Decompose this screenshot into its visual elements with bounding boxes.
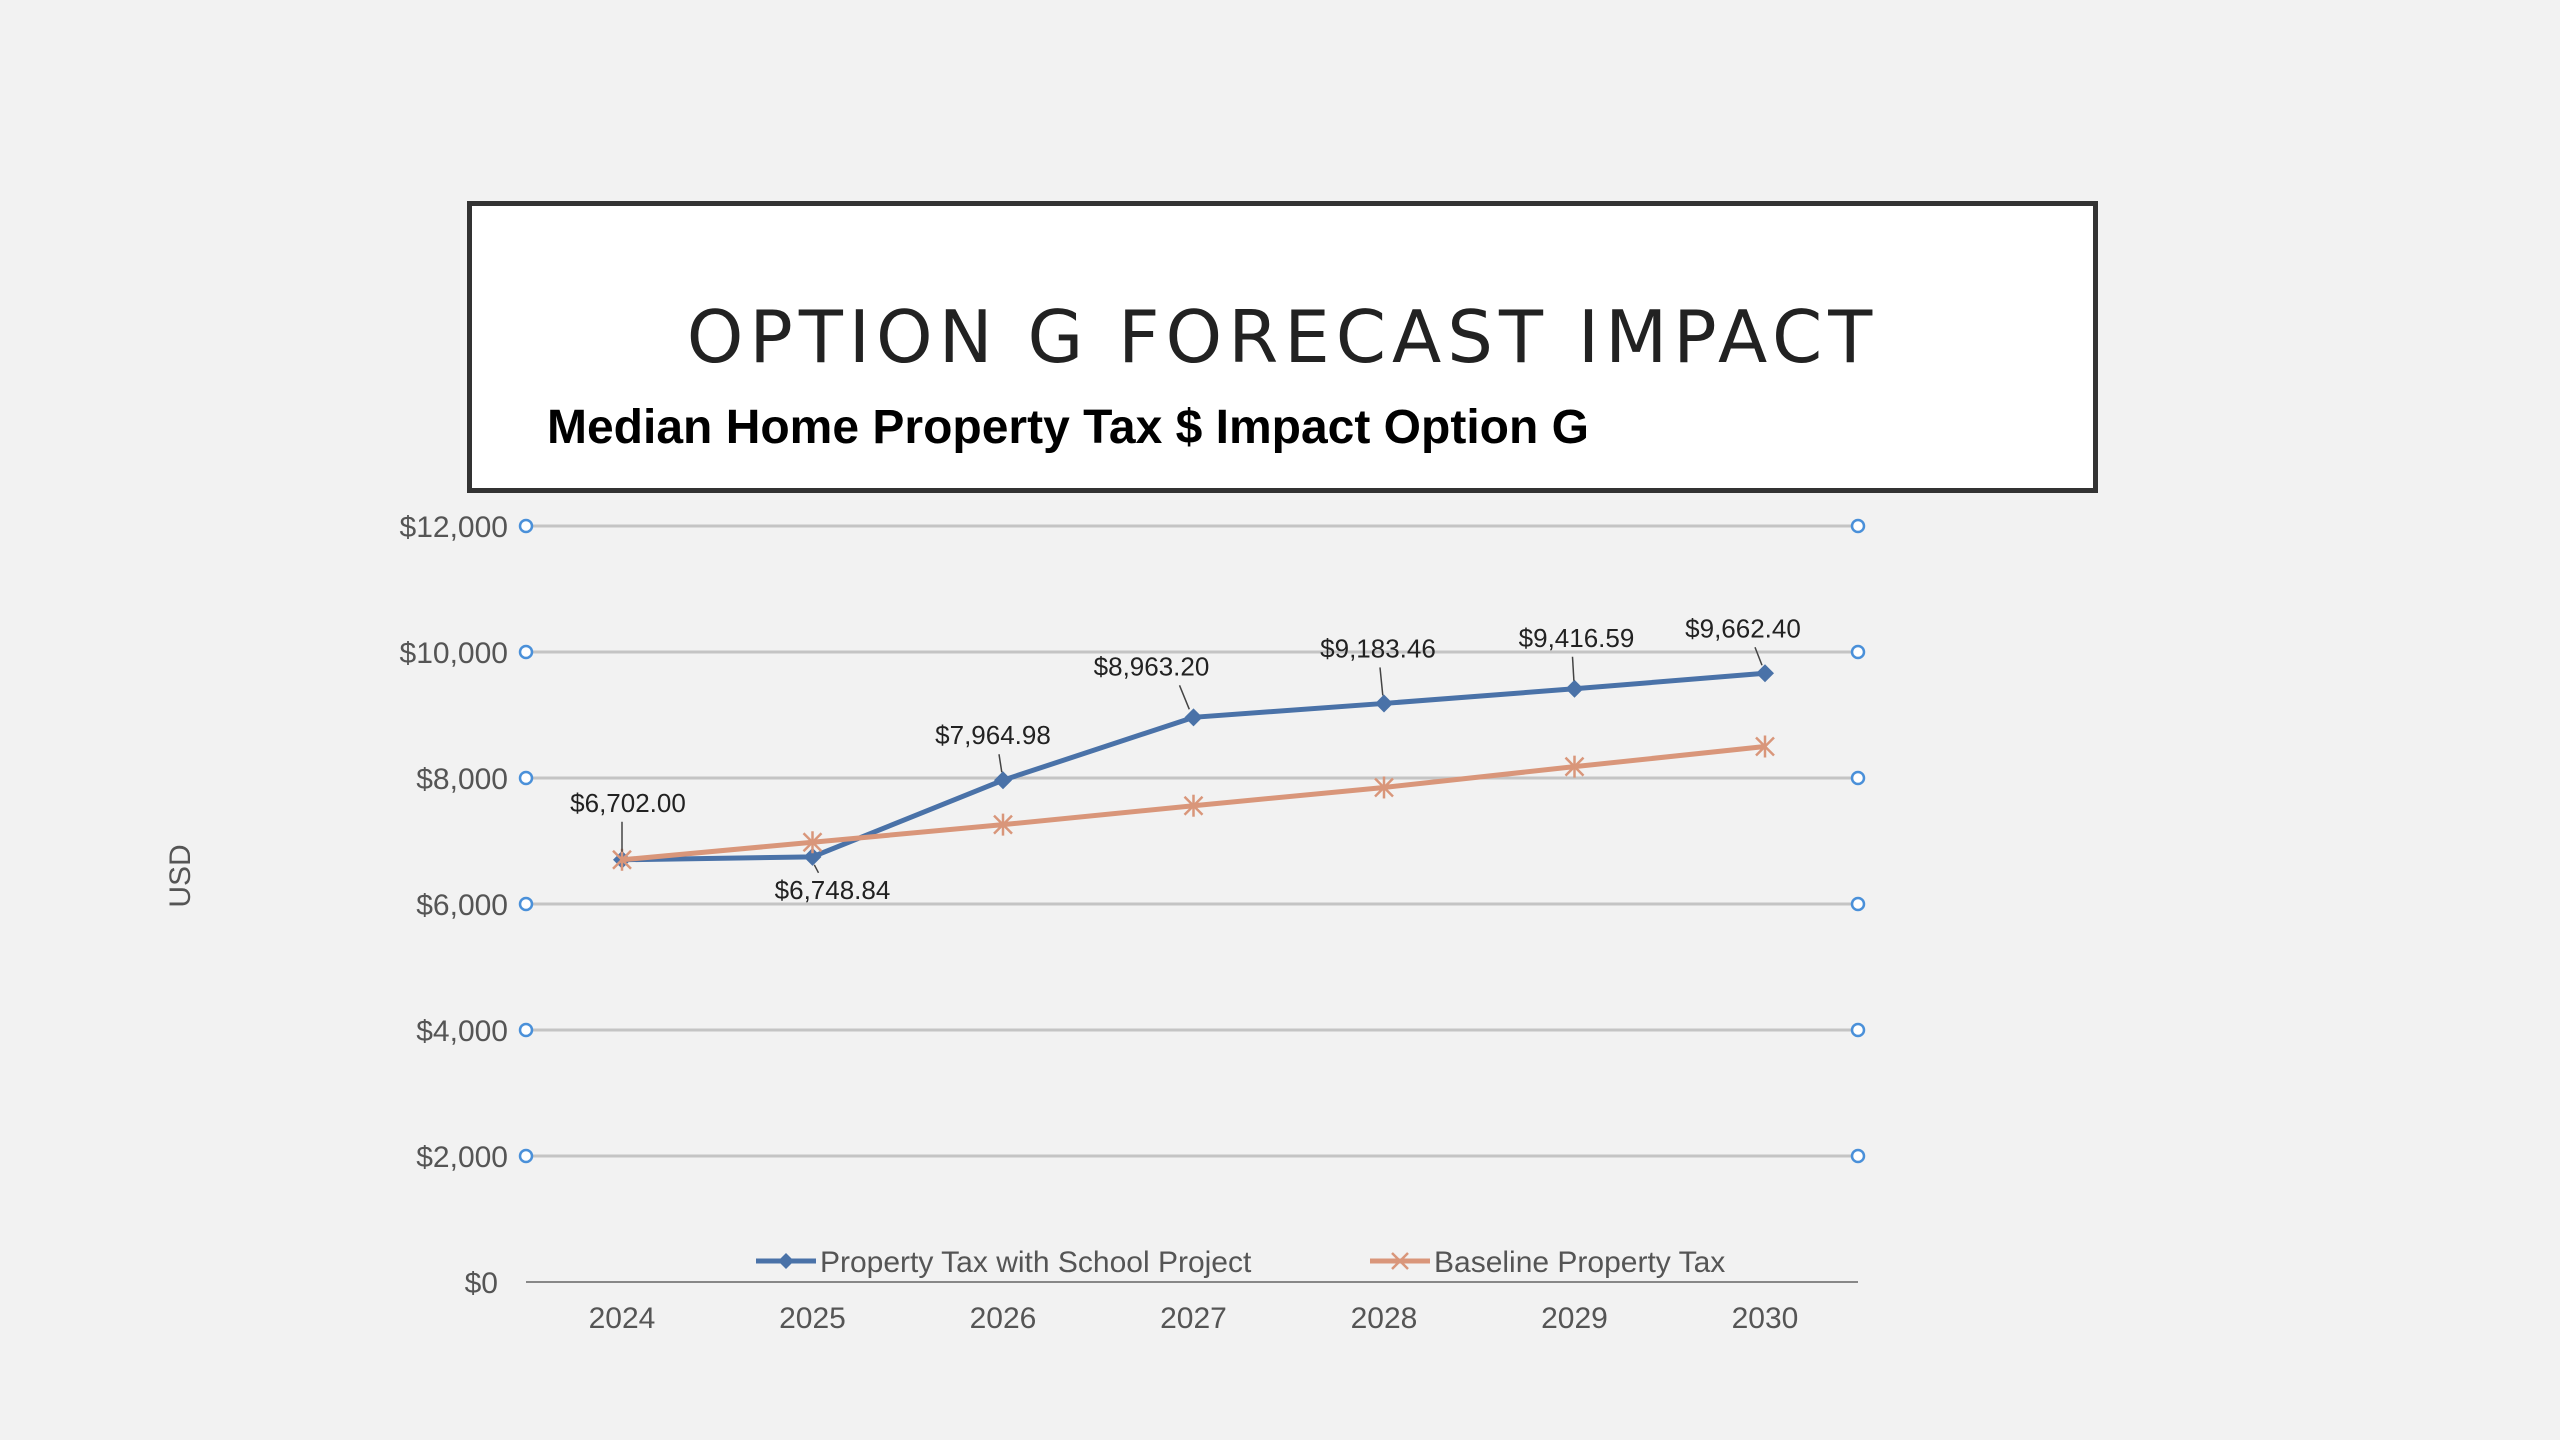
data-point <box>994 771 1012 790</box>
legend-item: Baseline Property Tax <box>1370 1246 1725 1279</box>
gridline-endpoint <box>518 1022 534 1038</box>
data-label-leader <box>1178 685 1190 710</box>
data-point <box>803 847 822 866</box>
gridline-endpoint <box>1850 896 1866 912</box>
y-tick-labels: $0 $2,000 $4,000 $6,000 $8,000 $10,000 $12,000 <box>400 511 508 1300</box>
y-tick-label: $4,000 <box>416 1015 508 1048</box>
data-label-leader <box>1754 646 1763 666</box>
y-tick-label: $8,000 <box>416 763 508 796</box>
data-point <box>993 813 1013 836</box>
gridline-endpoint <box>1850 644 1866 660</box>
data-point <box>1375 694 1393 713</box>
data-label: $9,662.40 <box>1685 613 1801 643</box>
legend-label: Property Tax with School Project <box>820 1246 1252 1279</box>
data-label-leader <box>1571 656 1575 681</box>
data-point <box>1183 794 1204 817</box>
y-tick-label: $0 <box>465 1267 498 1300</box>
title-box: OPTION G FORECAST IMPACT Median Home Pro… <box>467 201 2098 493</box>
data-label: $9,183.46 <box>1320 633 1436 663</box>
x-tick-label: 2025 <box>779 1302 846 1335</box>
data-label: $7,964.98 <box>935 720 1051 750</box>
data-label: $6,702.00 <box>570 788 686 818</box>
gridline-endpoint <box>1850 518 1866 534</box>
legend-marker <box>1391 1252 1409 1270</box>
series-group <box>612 664 1775 871</box>
gridline-endpoint <box>518 770 534 786</box>
data-point <box>1755 735 1775 758</box>
data-label: $6,748.84 <box>775 875 891 905</box>
x-tick-label: 2028 <box>1351 1302 1418 1335</box>
x-tick-label: 2027 <box>1160 1302 1227 1335</box>
legend-item: Property Tax with School Project <box>756 1246 1252 1279</box>
data-label-leader <box>998 754 1003 773</box>
y-axis-label: USD <box>164 844 197 907</box>
data-label-leader <box>813 864 820 874</box>
data-point <box>1565 679 1584 698</box>
gridline-endpoint <box>518 518 534 534</box>
data-point <box>802 831 823 854</box>
y-tick-label: $2,000 <box>416 1141 508 1174</box>
gridlines <box>518 518 1866 1283</box>
x-tick-label: 2029 <box>1541 1302 1608 1335</box>
gridline-endpoint <box>518 1148 534 1164</box>
gridline-endpoint <box>1850 1148 1866 1164</box>
chart-title: Median Home Property Tax $ Impact Option… <box>547 401 1589 454</box>
data-point <box>1564 755 1585 778</box>
data-label-leader <box>1379 667 1384 696</box>
y-tick-label: $12,000 <box>400 511 508 544</box>
gridline-endpoint <box>1850 770 1866 786</box>
x-tick-labels: 2024 2025 2026 2027 2028 2029 2030 <box>589 1302 1799 1335</box>
data-point <box>1756 664 1774 683</box>
x-tick-label: 2024 <box>589 1302 656 1335</box>
x-tick-label: 2026 <box>970 1302 1037 1335</box>
data-label: $9,416.59 <box>1519 623 1635 653</box>
data-label: $8,963.20 <box>1094 651 1210 681</box>
legend-marker <box>778 1253 794 1269</box>
legend: Property Tax with School Project Baseline… <box>756 1246 1725 1279</box>
data-point <box>1184 708 1203 727</box>
gridline-endpoint <box>518 896 534 912</box>
gridline-endpoint <box>1850 1022 1866 1038</box>
y-tick-label: $10,000 <box>400 637 508 670</box>
gridline-endpoint <box>518 644 534 660</box>
data-labels: $6,702.00 $6,748.84 $7,964.98 $8,963.20 $9,1… <box>570 613 1801 905</box>
legend-label: Baseline Property Tax <box>1434 1246 1725 1279</box>
data-point <box>1374 776 1394 799</box>
x-tick-label: 2030 <box>1732 1302 1799 1335</box>
y-tick-label: $6,000 <box>416 889 508 922</box>
data-point <box>612 848 632 871</box>
slide-title: OPTION G FORECAST IMPACT <box>686 295 1879 379</box>
